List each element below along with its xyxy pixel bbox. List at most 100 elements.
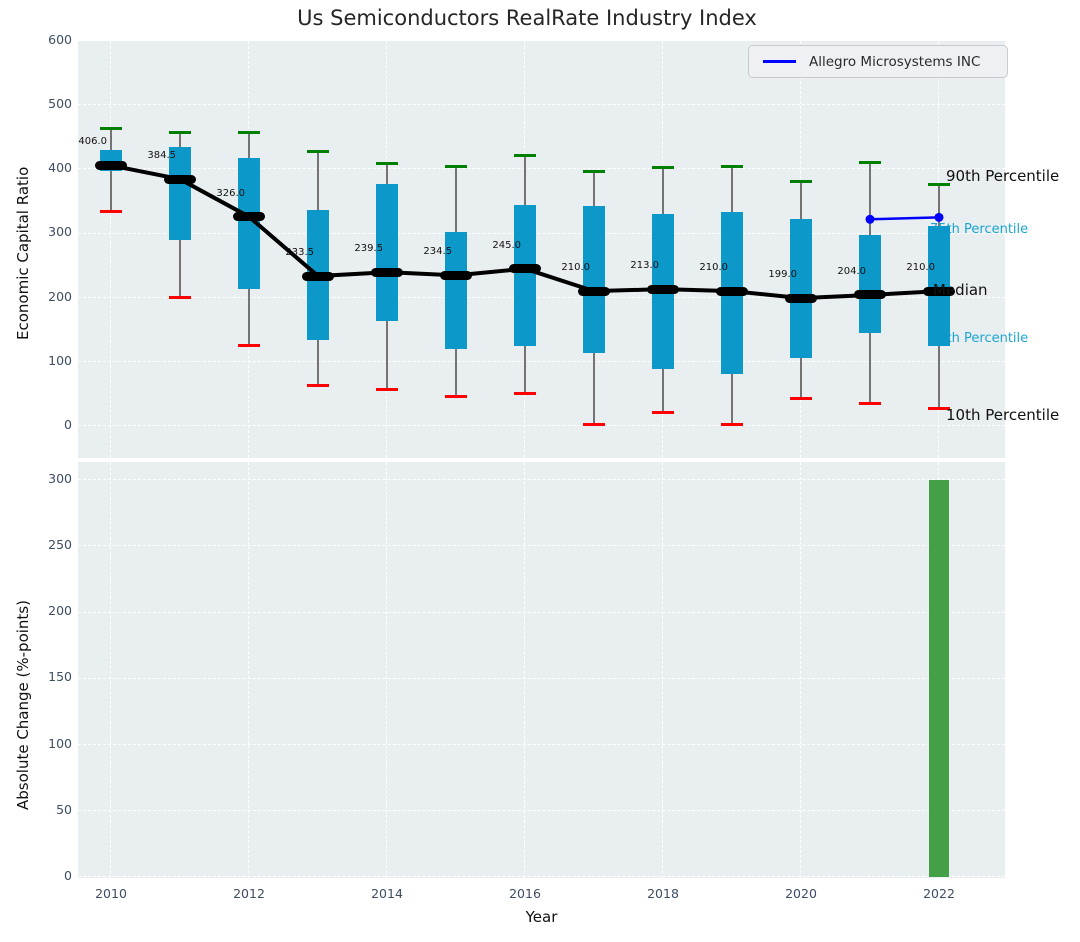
- gridline-h: [78, 479, 1005, 481]
- p90-cap: [928, 182, 950, 186]
- gridline-v: [110, 462, 112, 878]
- y-tick-label: 150: [48, 669, 72, 685]
- annotation-75th-percentile: 75th Percentile: [930, 222, 1029, 237]
- iqr-box: [376, 184, 398, 322]
- median-value-label: 233.5: [285, 247, 314, 259]
- p10-cap: [928, 406, 950, 410]
- p10-cap: [790, 396, 812, 400]
- median-value-label: 210.0: [561, 262, 590, 274]
- gridline-h: [78, 677, 1005, 679]
- median-value-label: 199.0: [768, 269, 797, 281]
- x-tick-label: 2018: [647, 886, 679, 901]
- boxplot-marks: [78, 41, 1005, 458]
- median-line: [110, 163, 940, 301]
- median-value-label: 210.0: [906, 262, 935, 274]
- p10-cap: [514, 392, 536, 396]
- p10-cap: [652, 411, 674, 415]
- allegro-line: [869, 216, 940, 221]
- median-marker: [440, 270, 472, 280]
- y-tick-label: 200: [48, 288, 72, 304]
- gridline-h: [78, 424, 1005, 426]
- x-axis-label: Year: [525, 908, 558, 926]
- p10-cap: [445, 395, 467, 399]
- y-tick-label: 0: [64, 416, 72, 432]
- legend-label: Allegro Microsystems INC: [809, 53, 981, 70]
- x-tick-label: 2016: [509, 886, 541, 901]
- bottom-y-tick-labels: 0 50 100 150 200 250 300: [48, 462, 1005, 883]
- median-marker: [923, 286, 955, 296]
- gridline-h: [78, 296, 1005, 298]
- p10-cap: [859, 401, 881, 405]
- legend: Allegro Microsystems INC: [748, 45, 1008, 78]
- allegro-point: [934, 212, 944, 222]
- gridline-v: [248, 462, 250, 878]
- gridline-h: [78, 810, 1005, 812]
- p90-cap: [169, 131, 191, 135]
- median-and-overlay-lines: [110, 163, 944, 301]
- chart-title: Us Semiconductors RealRate Industry Inde…: [297, 6, 757, 30]
- median-value-label: 384.5: [147, 150, 176, 162]
- p90-cap: [652, 166, 674, 170]
- top-y-axis-label: Economic Capital Ratio: [14, 166, 32, 340]
- iqr-box: [790, 219, 812, 358]
- p90-cap: [307, 149, 329, 153]
- annotation-90th-percentile: 90th Percentile: [946, 167, 1060, 185]
- p90-cap: [583, 169, 605, 173]
- median-value-label: 406.0: [78, 136, 107, 148]
- x-tick-label: 2012: [233, 886, 265, 901]
- gridline-h: [78, 876, 1005, 878]
- p90-cap: [100, 126, 122, 130]
- p10-cap: [376, 387, 398, 391]
- gridline-v: [386, 462, 388, 878]
- gridline-v: [524, 462, 526, 878]
- median-marker: [371, 267, 403, 277]
- bottom-y-axis-label: Absolute Change (%-points): [14, 600, 32, 810]
- gridline-v: [800, 462, 802, 878]
- legend-line-sample: [763, 60, 796, 63]
- gridline-h: [78, 743, 1005, 745]
- median-marker: [509, 264, 541, 274]
- gridline-v: [662, 462, 664, 878]
- p90-cap: [376, 161, 398, 165]
- p90-cap: [790, 179, 812, 183]
- median-value-label: 239.5: [354, 243, 383, 255]
- x-tick-label: 2022: [923, 886, 955, 901]
- y-tick-label: 500: [48, 96, 72, 112]
- median-value-label: 245.0: [492, 239, 521, 251]
- median-marker: [164, 174, 196, 184]
- gridline-h: [78, 611, 1005, 613]
- iqr-box: [238, 158, 260, 289]
- median-value-label: 326.0: [216, 187, 245, 199]
- annotation-median: Median: [933, 281, 988, 299]
- gridline-h: [78, 360, 1005, 362]
- top-plot-panel: 406.0 384.5 326.0 233.5 239.5 234.5 245.0 210.0…: [48, 32, 1059, 458]
- y-tick-label: 100: [48, 352, 72, 368]
- median-marker: [578, 286, 610, 296]
- x-tick-labels: 2010 2012 2014 2016 2018 2020 2022: [78, 462, 1005, 901]
- gridline-h: [78, 40, 1005, 42]
- iqr-box: [928, 225, 950, 347]
- gridline-h: [78, 104, 1005, 106]
- iqr-box: [445, 232, 467, 349]
- change-bar-2022: [929, 480, 949, 877]
- allegro-point: [865, 214, 875, 224]
- iqr-box: [514, 204, 536, 347]
- y-tick-label: 0: [64, 867, 72, 883]
- y-tick-label: 100: [48, 735, 72, 751]
- y-tick-label: 50: [56, 801, 72, 817]
- median-value-label: 213.0: [630, 260, 659, 272]
- iqr-box: [583, 206, 605, 354]
- x-tick-label: 2014: [371, 886, 403, 901]
- p90-cap: [445, 165, 467, 169]
- gridline-v: [110, 41, 112, 458]
- y-tick-label: 200: [48, 603, 72, 619]
- median-value-label: 204.0: [837, 265, 866, 277]
- gridline-h: [78, 168, 1005, 170]
- p90-cap: [514, 154, 536, 158]
- median-marker: [95, 160, 127, 170]
- median-marker: [647, 284, 679, 294]
- p10-cap: [721, 422, 743, 426]
- x-tick-label: 2010: [95, 886, 127, 901]
- x-tick-label: 2020: [785, 886, 817, 901]
